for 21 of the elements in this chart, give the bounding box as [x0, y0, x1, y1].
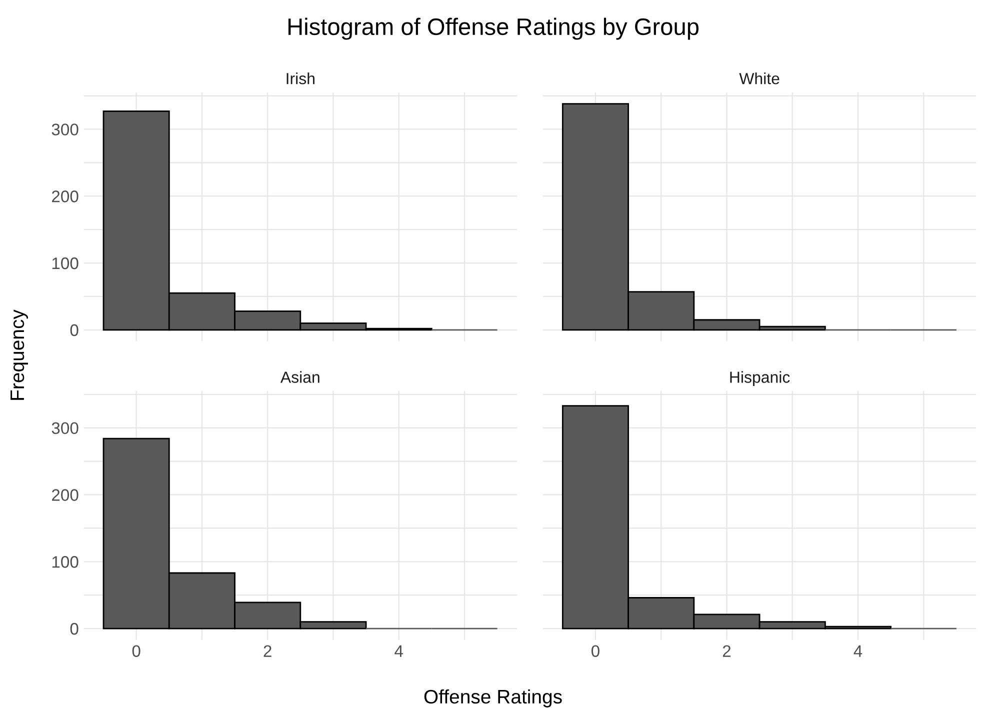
y-axis-title: Frequency [10, 310, 28, 400]
y-tick-label: 300 [52, 422, 78, 434]
y-tick-label: 100 [52, 257, 78, 270]
x-axis-title: Offense Ratings [424, 689, 562, 708]
chart-title: Histogram of Offense Ratings by Group [288, 18, 699, 40]
x-tick-label: 4 [394, 645, 403, 657]
y-tick-label: 200 [52, 190, 78, 202]
y-tick-label: 0 [70, 324, 78, 336]
chart-subtitle: Asian [280, 371, 320, 383]
chart-subtitle: Irish [286, 72, 314, 84]
y-tick-label: 100 [52, 556, 78, 568]
y-tick-label: 300 [52, 124, 78, 136]
x-tick-label: 0 [132, 645, 140, 658]
chart-subtitle: White [739, 72, 780, 84]
y-tick-label: 0 [70, 622, 78, 635]
x-tick-label: 2 [264, 645, 272, 657]
x-tick-label: 4 [854, 645, 862, 657]
chart-subtitle: Hispanic [730, 371, 790, 386]
y-tick-label: 200 [52, 489, 78, 501]
x-tick-label: 0 [591, 645, 600, 658]
x-tick-label: 2 [722, 645, 731, 657]
